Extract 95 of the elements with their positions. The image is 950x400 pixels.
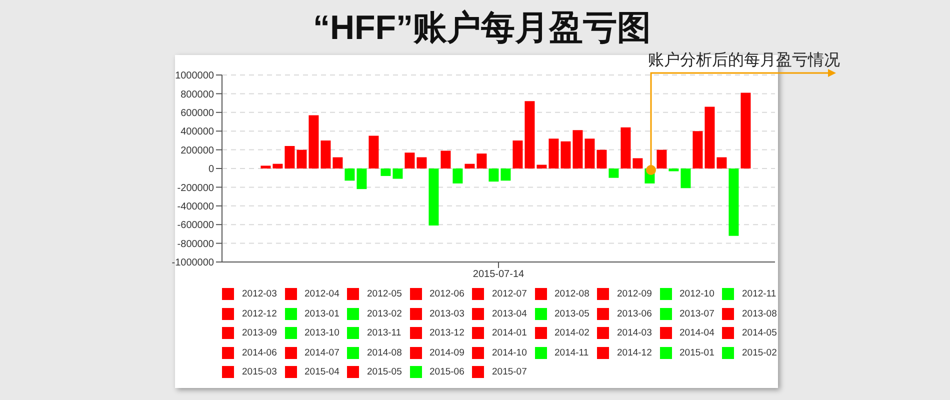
bar	[260, 166, 271, 168]
bar	[692, 131, 703, 168]
bar	[728, 168, 739, 236]
legend-label: 2015-01	[680, 347, 714, 358]
bar	[380, 168, 391, 176]
text: 账户分析后的每月盈亏情况	[648, 51, 840, 71]
x-tick-label: 2015-07-14	[472, 269, 525, 280]
y-tick-label: 800000	[180, 89, 214, 100]
legend-label: 2015-07	[492, 366, 527, 378]
y-tick-label: -200000	[177, 182, 214, 194]
bar	[404, 152, 415, 168]
bar	[620, 127, 631, 168]
legend-label: 2014-12	[617, 347, 652, 358]
legend-label: 2015-04	[304, 366, 340, 378]
y-tick-label: -1000000	[172, 258, 214, 269]
y-tick-label: -600000	[177, 220, 214, 232]
legend-label: 2013-05	[554, 308, 590, 320]
bar	[512, 140, 523, 168]
bar	[548, 138, 559, 168]
bar	[320, 140, 331, 168]
bar	[452, 168, 463, 184]
chart-title: “HFF”账户每月盈亏图	[312, 8, 652, 49]
legend-label: 2013-02	[367, 308, 402, 320]
legend-label: 2012-07	[492, 288, 527, 300]
legend-label: 2012-08	[554, 288, 590, 300]
bar	[572, 130, 583, 168]
y-tick-label: 200000	[180, 145, 214, 156]
bar	[656, 150, 667, 168]
legend-label: 2014-04	[680, 328, 714, 339]
legend-label: 2012-03	[242, 288, 277, 300]
bar	[668, 168, 679, 172]
bar	[500, 168, 511, 181]
bar	[632, 158, 643, 168]
legend-label: 2012-09	[617, 288, 652, 300]
legend-label: 2013-09	[242, 328, 277, 339]
bar	[704, 106, 715, 168]
legend-label: 2015-02	[742, 347, 777, 358]
bar	[392, 168, 403, 179]
legend-label: 2014-10	[492, 347, 527, 358]
bar	[584, 138, 595, 168]
legend-label: 2013-01	[304, 308, 340, 320]
bar	[740, 92, 751, 168]
bar	[476, 154, 487, 168]
legend-label: 2014-08	[367, 347, 402, 358]
legend-label: 2014-06	[242, 347, 277, 358]
legend-label: 2014-03	[617, 328, 652, 339]
bar	[524, 101, 535, 168]
bar	[356, 168, 367, 190]
legend-label: 2015-03	[242, 366, 277, 378]
bar	[428, 168, 439, 226]
legend-label: 2015-05	[367, 366, 402, 378]
bar	[560, 141, 571, 168]
legend-label: 2012-06	[430, 288, 464, 300]
y-tick-label: 400000	[180, 126, 214, 138]
bar	[296, 150, 307, 168]
legend-label: 2012-11	[742, 288, 776, 300]
bar	[332, 157, 343, 168]
bar	[308, 115, 319, 168]
legend-label: 2013-03	[430, 308, 464, 320]
legend-label: 2015-06	[430, 366, 464, 378]
legend-label: 2012-04	[304, 288, 340, 300]
y-tick-label: -400000	[177, 201, 214, 212]
bar	[608, 168, 619, 178]
bar	[464, 164, 475, 168]
bar	[416, 157, 427, 168]
legend-label: 2012-05	[367, 288, 402, 300]
bar	[440, 150, 451, 168]
bar	[368, 136, 379, 168]
legend-label: 2013-07	[680, 308, 714, 320]
y-tick-label: 0	[208, 164, 214, 176]
legend-label: 2013-10	[304, 328, 340, 339]
bar	[596, 150, 607, 168]
bar	[272, 164, 283, 168]
legend-label: 2014-05	[742, 328, 777, 339]
legend-label: 2013-11	[367, 328, 402, 339]
legend-label: 2012-12	[242, 308, 277, 320]
y-tick-label: 600000	[180, 108, 214, 119]
legend-label: 2013-08	[742, 308, 777, 320]
legend-label: 2014-09	[430, 347, 464, 358]
bar	[536, 164, 547, 168]
bar	[284, 146, 295, 168]
legend-label: 2014-02	[554, 328, 590, 339]
bar	[716, 157, 727, 168]
bar	[488, 168, 499, 182]
legend-label: 2014-01	[492, 328, 527, 339]
bar	[680, 168, 691, 188]
y-tick-label: -800000	[177, 238, 214, 250]
y-tick-label: 1000000	[175, 70, 214, 82]
legend-label: 2013-12	[430, 328, 464, 339]
legend-label: 2013-06	[617, 308, 652, 320]
legend-label: 2012-10	[680, 288, 714, 300]
legend-label: 2014-07	[304, 347, 340, 358]
legend-label: 2014-11	[554, 347, 589, 358]
bar	[344, 168, 355, 181]
legend-label: 2013-04	[492, 308, 527, 320]
